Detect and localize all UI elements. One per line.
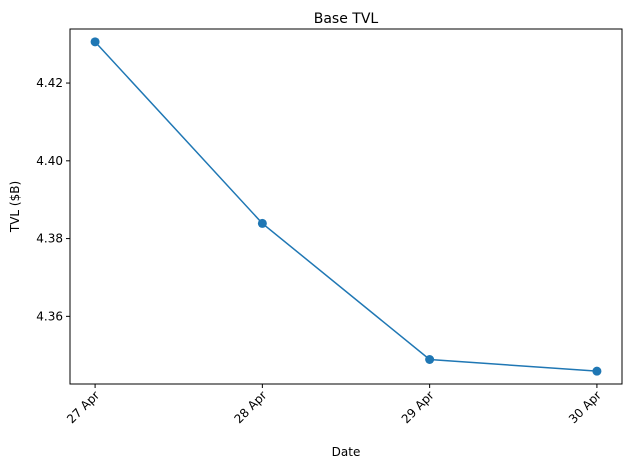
data-point bbox=[592, 366, 602, 376]
y-tick-label: 4.36 bbox=[36, 309, 63, 323]
y-tick-label: 4.38 bbox=[36, 232, 63, 246]
chart-title: Base TVL bbox=[314, 11, 379, 27]
x-axis-label: Date bbox=[332, 445, 361, 459]
data-point bbox=[425, 355, 435, 365]
y-axis-label: TVL ($B) bbox=[8, 181, 22, 233]
y-tick-label: 4.42 bbox=[36, 76, 63, 90]
y-axis: 4.36 4.38 4.40 4.42 bbox=[36, 76, 70, 323]
y-tick-label: 4.40 bbox=[36, 154, 63, 168]
data-point bbox=[257, 218, 267, 228]
x-tick-label: 27 Apr bbox=[64, 388, 102, 426]
x-tick-label: 28 Apr bbox=[231, 388, 269, 426]
data-point bbox=[90, 37, 100, 47]
plot-frame bbox=[69, 28, 623, 385]
x-tick-label: 29 Apr bbox=[399, 388, 437, 426]
x-axis: 27 Apr 28 Apr 29 Apr 30 Apr bbox=[64, 384, 604, 426]
series-line bbox=[94, 41, 597, 372]
x-tick-label: 30 Apr bbox=[566, 388, 604, 426]
plot-area bbox=[90, 37, 602, 376]
